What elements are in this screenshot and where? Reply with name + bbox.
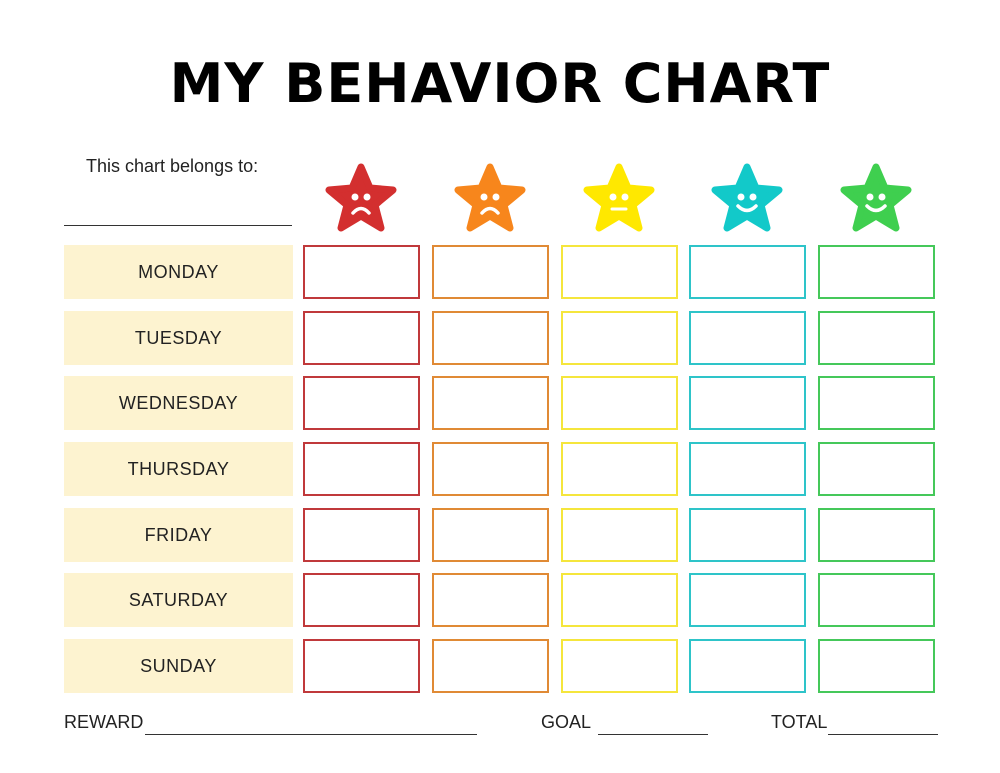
cell-wednesday-neutral[interactable] [561,376,678,430]
cell-tuesday-very-sad[interactable] [303,311,420,365]
owner-label: This chart belongs to: [86,156,259,176]
cell-saturday-very-sad[interactable] [303,573,420,627]
total-label: TOTAL [771,712,828,732]
day-label-wednesday: WEDNESDAY [64,376,293,430]
cell-wednesday-happy[interactable] [689,376,806,430]
cell-friday-very-happy[interactable] [818,508,935,562]
cell-sunday-sad[interactable] [432,639,549,693]
page-title: MY BEHAVIOR CHART [169,52,831,115]
day-label-tuesday: TUESDAY [64,311,293,365]
cell-thursday-sad[interactable] [432,442,549,496]
cell-saturday-sad[interactable] [432,573,549,627]
owner-name-field[interactable] [64,225,292,226]
star-sad-icon [454,163,526,233]
goal-field[interactable] [598,734,708,735]
cell-wednesday-sad[interactable] [432,376,549,430]
total-field[interactable] [828,734,938,735]
cell-monday-happy[interactable] [689,245,806,299]
cell-sunday-neutral[interactable] [561,639,678,693]
cell-monday-neutral[interactable] [561,245,678,299]
day-label-thursday: THURSDAY [64,442,293,496]
cell-friday-happy[interactable] [689,508,806,562]
star-very-happy-icon [840,163,912,233]
day-label-sunday: SUNDAY [64,639,293,693]
star-happy-icon [711,163,783,233]
cell-monday-very-happy[interactable] [818,245,935,299]
cell-saturday-very-happy[interactable] [818,573,935,627]
star-neutral-icon [583,163,655,233]
cell-monday-sad[interactable] [432,245,549,299]
cell-saturday-happy[interactable] [689,573,806,627]
cell-thursday-happy[interactable] [689,442,806,496]
cell-tuesday-sad[interactable] [432,311,549,365]
cell-wednesday-very-happy[interactable] [818,376,935,430]
cell-saturday-neutral[interactable] [561,573,678,627]
cell-friday-sad[interactable] [432,508,549,562]
cell-tuesday-happy[interactable] [689,311,806,365]
cell-thursday-neutral[interactable] [561,442,678,496]
cell-sunday-very-sad[interactable] [303,639,420,693]
cell-sunday-very-happy[interactable] [818,639,935,693]
cell-wednesday-very-sad[interactable] [303,376,420,430]
cell-tuesday-neutral[interactable] [561,311,678,365]
star-very-sad-icon [325,163,397,233]
reward-label: REWARD [64,712,144,732]
reward-field[interactable] [145,734,477,735]
cell-thursday-very-happy[interactable] [818,442,935,496]
day-label-saturday: SATURDAY [64,573,293,627]
cell-monday-very-sad[interactable] [303,245,420,299]
day-label-friday: FRIDAY [64,508,293,562]
cell-thursday-very-sad[interactable] [303,442,420,496]
cell-friday-very-sad[interactable] [303,508,420,562]
goal-label: GOAL [541,712,592,732]
cell-sunday-happy[interactable] [689,639,806,693]
cell-friday-neutral[interactable] [561,508,678,562]
day-label-monday: MONDAY [64,245,293,299]
cell-tuesday-very-happy[interactable] [818,311,935,365]
